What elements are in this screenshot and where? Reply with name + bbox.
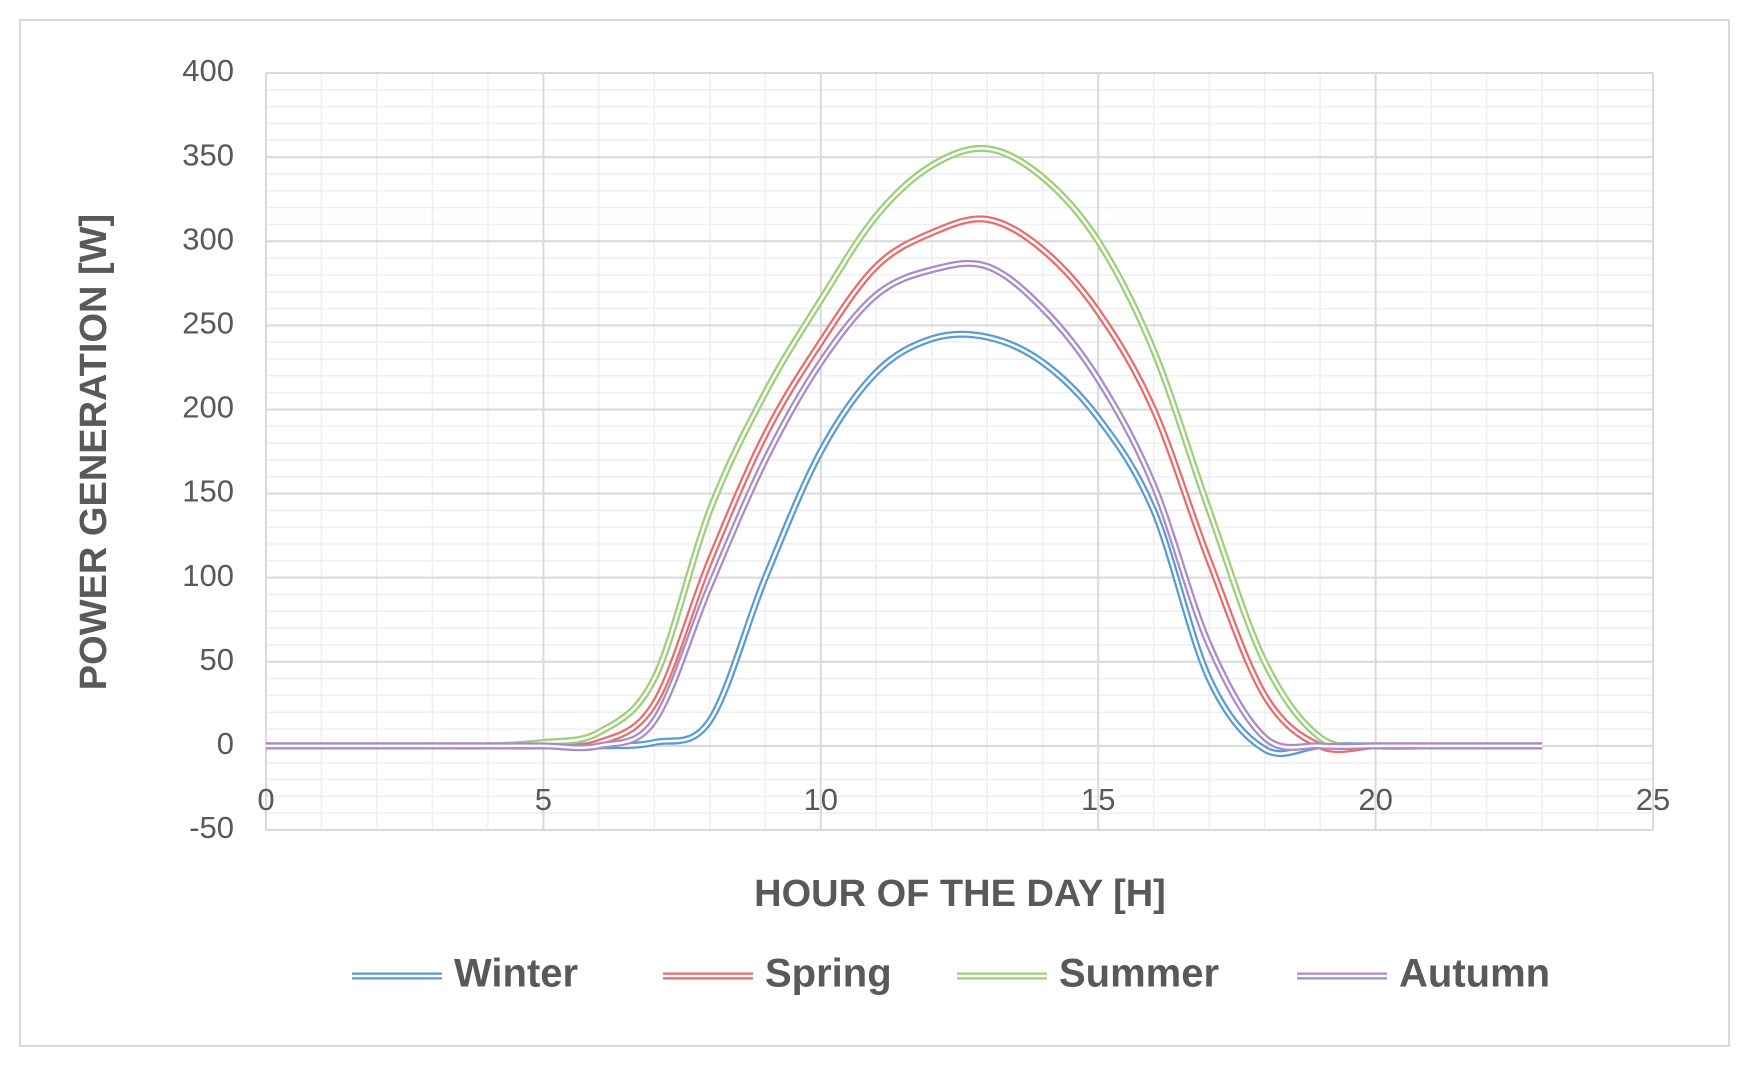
y-tick-label: 150 bbox=[182, 474, 234, 509]
x-tick-label: 10 bbox=[804, 782, 838, 817]
x-tick-label: 15 bbox=[1081, 782, 1115, 817]
x-tick-label: 0 bbox=[257, 782, 274, 817]
y-tick-label: 0 bbox=[217, 726, 234, 761]
x-tick-label: 5 bbox=[535, 782, 552, 817]
legend-label: Winter bbox=[454, 952, 578, 996]
y-tick-label: -50 bbox=[189, 810, 234, 845]
y-tick-label: 50 bbox=[200, 642, 234, 677]
y-tick-label: 300 bbox=[182, 221, 234, 256]
y-tick-label: 350 bbox=[182, 137, 234, 172]
y-tick-label: 400 bbox=[182, 53, 234, 88]
legend-label: Summer bbox=[1059, 952, 1219, 996]
series-line-inner bbox=[265, 262, 1543, 749]
y-tick-label: 250 bbox=[182, 306, 234, 341]
x-tick-label: 20 bbox=[1358, 782, 1392, 817]
legend-label: Autumn bbox=[1399, 952, 1550, 996]
y-tick-label: 200 bbox=[182, 390, 234, 425]
y-tick-label: 100 bbox=[182, 558, 234, 593]
y-axis-title: POWER GENERATION [W] bbox=[73, 214, 115, 690]
x-tick-label: 25 bbox=[1636, 782, 1670, 817]
legend-label: Spring bbox=[765, 952, 892, 996]
x-axis-title: HOUR OF THE DAY [H] bbox=[754, 873, 1166, 915]
